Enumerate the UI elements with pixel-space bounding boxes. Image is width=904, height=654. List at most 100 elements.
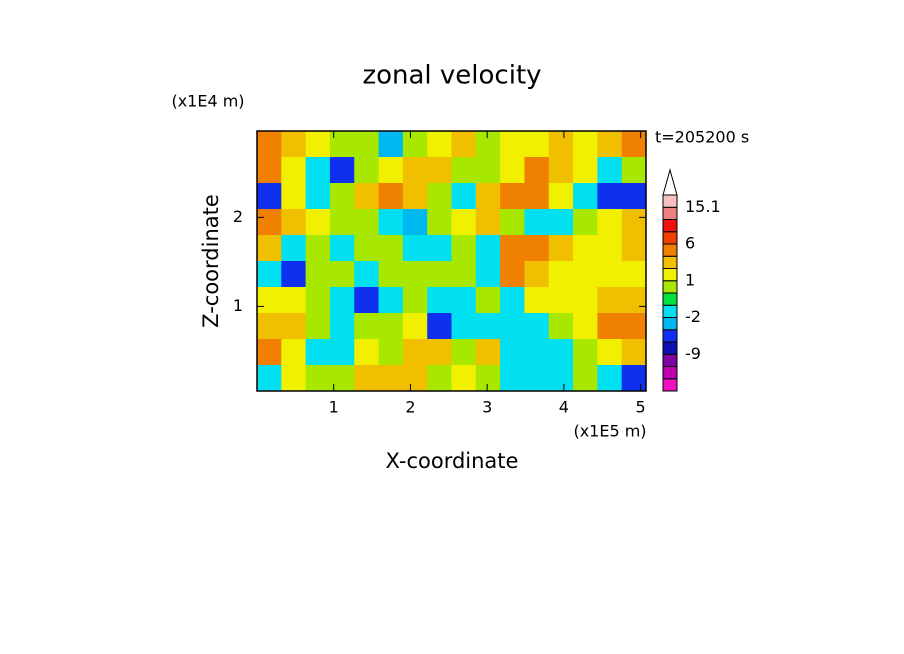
field-cell [597, 365, 623, 392]
colorbar: -9 -2 1 6 15.1 [662, 168, 721, 392]
field-cell [573, 183, 598, 210]
field-cell [500, 261, 525, 288]
field-cell [427, 209, 452, 236]
field-cell [257, 209, 282, 236]
colorbar-box [662, 378, 678, 392]
field-cell [378, 157, 404, 184]
field-cell [427, 339, 452, 366]
field-cell [378, 313, 404, 340]
colorbar-extension [662, 168, 678, 196]
x-tick-label: 4 [559, 398, 569, 417]
field-cell [378, 131, 404, 158]
field-cell [597, 313, 623, 340]
colorbar-box [662, 366, 678, 380]
field-cell [305, 235, 331, 262]
field-cell [281, 287, 307, 314]
field-cell [257, 365, 282, 392]
field-cell [597, 131, 623, 158]
field-cell [475, 183, 501, 210]
field-cell [500, 339, 525, 366]
field-cell [257, 235, 282, 262]
field-cell [451, 365, 477, 392]
field-cell [524, 131, 550, 158]
field-cell [402, 235, 428, 262]
colorbar-box [662, 341, 678, 355]
field-cell [451, 313, 477, 340]
field-cell [281, 235, 307, 262]
y-axis-label: Z-coordinate [199, 194, 223, 328]
field-cell [500, 183, 525, 210]
field-cell [305, 183, 331, 210]
x-tick-label: 5 [636, 398, 646, 417]
field-cell [548, 209, 574, 236]
field-cell [451, 157, 477, 184]
field-cell [402, 209, 428, 236]
field-cell [621, 261, 647, 288]
field-cell [597, 287, 623, 314]
field-cell [475, 339, 501, 366]
field-cell [402, 313, 428, 340]
colorbar-box [662, 231, 678, 245]
field-cell [354, 287, 380, 314]
field-cell [573, 365, 598, 392]
field-cell [402, 365, 428, 392]
field-cell [548, 183, 574, 210]
field-cell [281, 209, 307, 236]
field-cell [451, 183, 477, 210]
field-cell [451, 131, 477, 158]
field-cell [621, 235, 647, 262]
field-cell [281, 157, 307, 184]
field-cell [451, 209, 477, 236]
field-cell [524, 235, 550, 262]
field-cell [475, 261, 501, 288]
colorbar-label: 15.1 [685, 197, 721, 216]
axes: 1 2 3 4 5 1 2 [233, 130, 647, 417]
field-cell [281, 183, 307, 210]
field-cell [402, 261, 428, 288]
field-cell [621, 157, 647, 184]
colorbar-label: -2 [685, 307, 701, 326]
field-cell [281, 313, 307, 340]
field-cell [524, 261, 550, 288]
colorbar-label: -9 [685, 344, 701, 363]
field-cell [573, 157, 598, 184]
field-cell [427, 157, 452, 184]
field-cell [378, 365, 404, 392]
field-cell [427, 183, 452, 210]
field-cell [597, 339, 623, 366]
field-cell [451, 261, 477, 288]
field-cell [257, 261, 282, 288]
field-cell [548, 235, 574, 262]
field-cell [524, 183, 550, 210]
field-cell [402, 183, 428, 210]
field-cell [500, 313, 525, 340]
field-cell [305, 157, 331, 184]
field-cell [402, 339, 428, 366]
colorbar-label: 1 [685, 270, 695, 289]
field-cell [621, 365, 647, 392]
field-cell [257, 157, 282, 184]
field-cell [427, 261, 452, 288]
field-cell [329, 339, 355, 366]
field-cell [597, 183, 623, 210]
field-cell [354, 261, 380, 288]
colorbar-label: 6 [685, 234, 695, 253]
field-cell [475, 313, 501, 340]
field-cell [402, 131, 428, 158]
field-cell [402, 287, 428, 314]
field-cell [281, 339, 307, 366]
field-cell [621, 209, 647, 236]
field-cell [329, 235, 355, 262]
colorbar-box [662, 280, 678, 294]
field-cell [548, 157, 574, 184]
field-cell [548, 131, 574, 158]
field-cell [524, 209, 550, 236]
x-tick-label: 3 [482, 398, 492, 417]
field-cell [257, 131, 282, 158]
field-cell [500, 131, 525, 158]
field-cell [548, 287, 574, 314]
y-tick-label: 1 [233, 296, 243, 315]
field-cell [500, 157, 525, 184]
x-axis-label: X-coordinate [386, 449, 519, 473]
